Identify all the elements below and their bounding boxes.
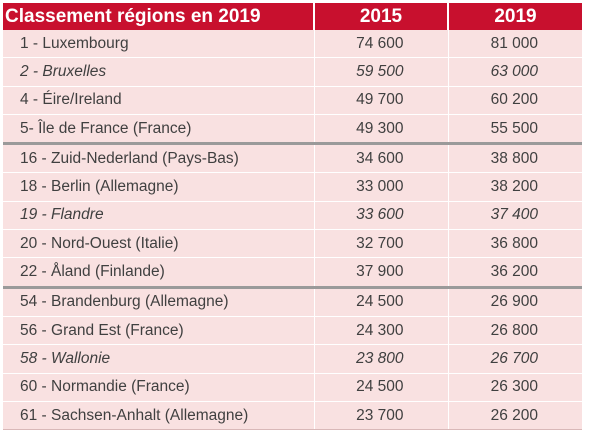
- table-row: 61 - Sachsen-Anhalt (Allemagne) 23 700 26 …: [3, 401, 582, 431]
- value-2015-cell: 24 500: [314, 287, 449, 317]
- value-2019-cell: 36 800: [448, 229, 582, 259]
- region-name-cell: 18 - Berlin (Allemagne): [3, 172, 315, 202]
- region-name-cell: 22 - Åland (Finlande): [3, 257, 315, 289]
- value-2015-cell: 74 600: [314, 30, 449, 59]
- table-row: 1 - Luxembourg 74 600 81 000: [3, 30, 582, 59]
- value-2019-cell: 38 200: [448, 172, 582, 202]
- region-name-cell: 2 - Bruxelles: [3, 57, 315, 87]
- table-row: 19 - Flandre 33 600 37 400: [3, 201, 582, 231]
- value-2015-cell: 59 500: [314, 57, 449, 87]
- header-row: Classement régions en 2019 2015 2019: [3, 3, 582, 30]
- region-name-cell: 60 - Normandie (France): [3, 373, 315, 402]
- value-2015-cell: 49 300: [314, 114, 449, 146]
- value-2015-cell: 37 900: [314, 257, 449, 289]
- value-2015-cell: 23 800: [314, 344, 449, 374]
- value-2019-cell: 63 000: [448, 57, 582, 87]
- table-row: 2 - Bruxelles 59 500 63 000: [3, 57, 582, 87]
- value-2019-cell: 26 800: [448, 316, 582, 346]
- value-2019-cell: 60 200: [448, 86, 582, 115]
- value-2019-cell: 26 300: [448, 373, 582, 402]
- header-2019: 2019: [448, 3, 582, 30]
- value-2015-cell: 33 600: [314, 201, 449, 231]
- region-name-cell: 56 - Grand Est (France): [3, 316, 315, 346]
- table-row: 56 - Grand Est (France) 24 300 26 800: [3, 316, 582, 346]
- value-2019-cell: 26 900: [448, 287, 582, 317]
- header-2015: 2015: [314, 3, 449, 30]
- value-2015-cell: 24 500: [314, 373, 449, 402]
- value-2019-cell: 37 400: [448, 201, 582, 231]
- region-name-cell: 16 - Zuid-Nederland (Pays-Bas): [3, 143, 315, 174]
- table-row: 54 - Brandenburg (Allemagne) 24 500 26 900: [3, 287, 582, 317]
- table-row: 22 - Åland (Finlande) 37 900 36 200: [3, 257, 582, 289]
- table-row: 18 - Berlin (Allemagne) 33 000 38 200: [3, 172, 582, 202]
- value-2019-cell: 81 000: [448, 30, 582, 59]
- value-2019-cell: 26 700: [448, 344, 582, 374]
- table-header: Classement régions en 2019 2015 2019: [3, 3, 582, 30]
- table-row: 58 - Wallonie 23 800 26 700: [3, 344, 582, 374]
- header-ranking: Classement régions en 2019: [3, 3, 315, 30]
- ranking-table-container: Classement régions en 2019 2015 2019 1 -…: [3, 3, 582, 431]
- table-body: 1 - Luxembourg 74 600 81 000 2 - Bruxelles 5…: [3, 30, 582, 431]
- value-2019-cell: 26 200: [448, 401, 582, 431]
- value-2019-cell: 36 200: [448, 257, 582, 289]
- region-name-cell: 1 - Luxembourg: [3, 30, 315, 59]
- value-2015-cell: 33 000: [314, 172, 449, 202]
- region-name-cell: 61 - Sachsen-Anhalt (Allemagne): [3, 401, 315, 431]
- region-name-cell: 58 - Wallonie: [3, 344, 315, 374]
- region-name-cell: 5- Île de France (France): [3, 114, 315, 146]
- region-name-cell: 54 - Brandenburg (Allemagne): [3, 287, 315, 317]
- value-2015-cell: 34 600: [314, 143, 449, 174]
- table-row: 5- Île de France (France) 49 300 55 500: [3, 114, 582, 146]
- value-2019-cell: 55 500: [448, 114, 582, 146]
- region-name-cell: 20 - Nord-Ouest (Italie): [3, 229, 315, 259]
- table-row: 4 - Éire/Ireland 49 700 60 200: [3, 86, 582, 115]
- value-2015-cell: 23 700: [314, 401, 449, 431]
- regions-ranking-table: Classement régions en 2019 2015 2019 1 -…: [3, 3, 582, 431]
- value-2015-cell: 32 700: [314, 229, 449, 259]
- value-2019-cell: 38 800: [448, 143, 582, 174]
- value-2015-cell: 24 300: [314, 316, 449, 346]
- table-row: 60 - Normandie (France) 24 500 26 300: [3, 373, 582, 402]
- region-name-cell: 19 - Flandre: [3, 201, 315, 231]
- table-row: 20 - Nord-Ouest (Italie) 32 700 36 800: [3, 229, 582, 259]
- table-row: 16 - Zuid-Nederland (Pays-Bas) 34 600 38 8…: [3, 143, 582, 174]
- value-2015-cell: 49 700: [314, 86, 449, 115]
- region-name-cell: 4 - Éire/Ireland: [3, 86, 315, 115]
